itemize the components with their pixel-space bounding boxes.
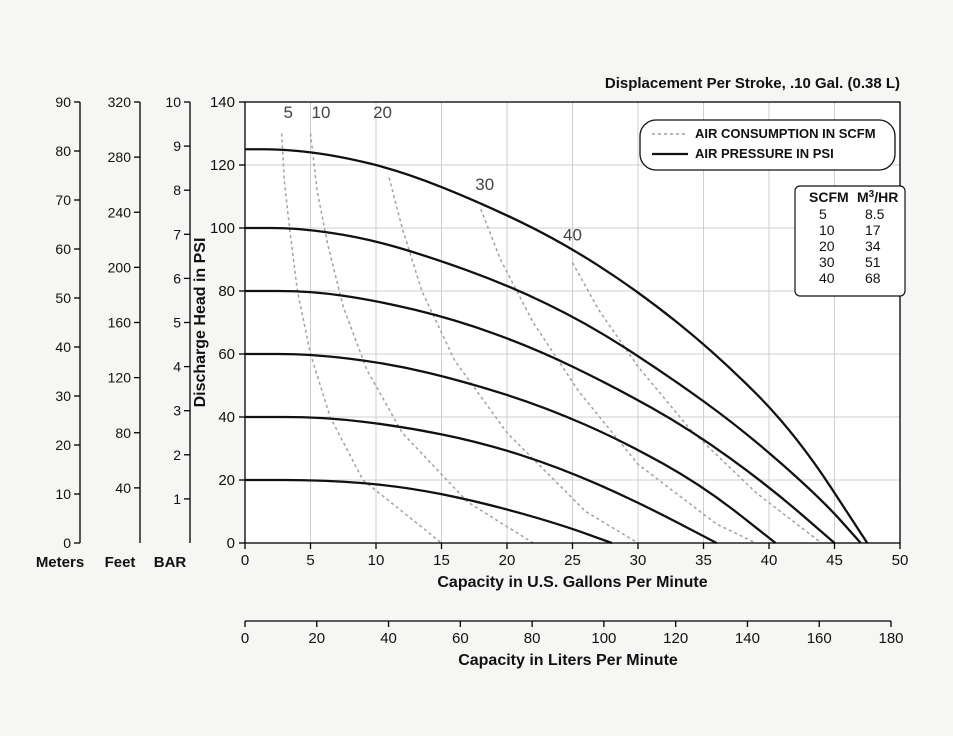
x2-tick-label: 80 (524, 630, 541, 647)
aux-tick-label: 7 (173, 226, 181, 242)
aux-tick-label: 5 (173, 315, 181, 331)
table-cell: 17 (865, 222, 881, 238)
scfm-curve-label: 10 (312, 103, 331, 122)
x2-tick-label: 20 (308, 630, 325, 647)
aux-scale-name: Feet (105, 554, 136, 571)
scfm-curve-label: 30 (475, 175, 494, 194)
y-axis-label: Discharge Head in PSI (192, 238, 209, 408)
aux-tick-label: 30 (55, 388, 71, 404)
aux-tick-label: 20 (55, 437, 71, 453)
chart-subtitle: Displacement Per Stroke, .10 Gal. (0.38 … (605, 75, 900, 92)
x-tick-label: 40 (761, 552, 778, 569)
y-tick-label: 140 (210, 94, 235, 111)
x2-tick-label: 100 (591, 630, 616, 647)
x2-tick-label: 60 (452, 630, 469, 647)
y-tick-label: 0 (227, 535, 235, 552)
x-axis-secondary-label: Capacity in Liters Per Minute (458, 652, 678, 669)
scfm-curve-label: 20 (373, 103, 392, 122)
y-tick-label: 80 (218, 283, 235, 300)
x-tick-label: 15 (433, 552, 450, 569)
x2-tick-label: 120 (663, 630, 688, 647)
aux-tick-label: 240 (108, 204, 132, 220)
aux-tick-label: 10 (165, 94, 181, 110)
table-cell: 51 (865, 254, 881, 270)
table-cell: 30 (819, 254, 835, 270)
aux-tick-label: 280 (108, 149, 132, 165)
pump-performance-chart: 510203040020406080100120140Discharge Hea… (0, 0, 953, 731)
y-tick-label: 40 (218, 409, 235, 426)
aux-scale-name: Meters (36, 554, 84, 571)
table-cell: 34 (865, 238, 881, 254)
aux-tick-label: 10 (55, 486, 71, 502)
aux-tick-label: 2 (173, 447, 181, 463)
aux-tick-label: 0 (63, 535, 71, 551)
x-tick-label: 5 (306, 552, 314, 569)
scfm-curve-label: 5 (283, 103, 292, 122)
table-cell: 40 (819, 270, 835, 286)
x2-tick-label: 140 (735, 630, 760, 647)
aux-tick-label: 40 (115, 480, 131, 496)
chart-svg: 510203040020406080100120140Discharge Hea… (0, 0, 953, 731)
x-tick-label: 35 (695, 552, 712, 569)
x2-tick-label: 180 (878, 630, 903, 647)
table-cell: 5 (819, 206, 827, 222)
aux-tick-label: 160 (108, 315, 132, 331)
x2-tick-label: 160 (807, 630, 832, 647)
x-tick-label: 10 (368, 552, 385, 569)
y-tick-label: 120 (210, 157, 235, 174)
x-tick-label: 50 (892, 552, 909, 569)
aux-tick-label: 1 (173, 491, 181, 507)
aux-tick-label: 60 (55, 241, 71, 257)
x-tick-label: 0 (241, 552, 249, 569)
y-tick-label: 100 (210, 220, 235, 237)
aux-tick-label: 70 (55, 192, 71, 208)
x-tick-label: 20 (499, 552, 516, 569)
aux-tick-label: 320 (108, 94, 132, 110)
x-axis-primary-label: Capacity in U.S. Gallons Per Minute (437, 574, 707, 591)
aux-tick-label: 50 (55, 290, 71, 306)
table-header: M3/HR (857, 189, 898, 206)
aux-scale-name: BAR (154, 554, 187, 571)
aux-tick-label: 9 (173, 138, 181, 154)
legend-label: AIR CONSUMPTION IN SCFM (695, 126, 876, 141)
y-tick-label: 60 (218, 346, 235, 363)
scfm-curve-label: 40 (563, 226, 582, 245)
table-cell: 20 (819, 238, 835, 254)
y-tick-label: 20 (218, 472, 235, 489)
table-cell: 8.5 (865, 206, 885, 222)
aux-tick-label: 80 (55, 143, 71, 159)
aux-tick-label: 120 (108, 370, 132, 386)
legend-label: AIR PRESSURE IN PSI (695, 146, 834, 161)
aux-tick-label: 3 (173, 403, 181, 419)
table-header: SCFM (809, 189, 849, 205)
x-tick-label: 45 (826, 552, 843, 569)
aux-tick-label: 80 (115, 425, 131, 441)
table-cell: 10 (819, 222, 835, 238)
aux-tick-label: 4 (173, 359, 181, 375)
x2-tick-label: 40 (380, 630, 397, 647)
aux-tick-label: 6 (173, 270, 181, 286)
x-tick-label: 25 (564, 552, 581, 569)
aux-tick-label: 200 (108, 259, 132, 275)
aux-tick-label: 90 (55, 94, 71, 110)
table-cell: 68 (865, 270, 881, 286)
aux-tick-label: 8 (173, 182, 181, 198)
x-tick-label: 30 (630, 552, 647, 569)
x2-tick-label: 0 (241, 630, 249, 647)
aux-tick-label: 40 (55, 339, 71, 355)
